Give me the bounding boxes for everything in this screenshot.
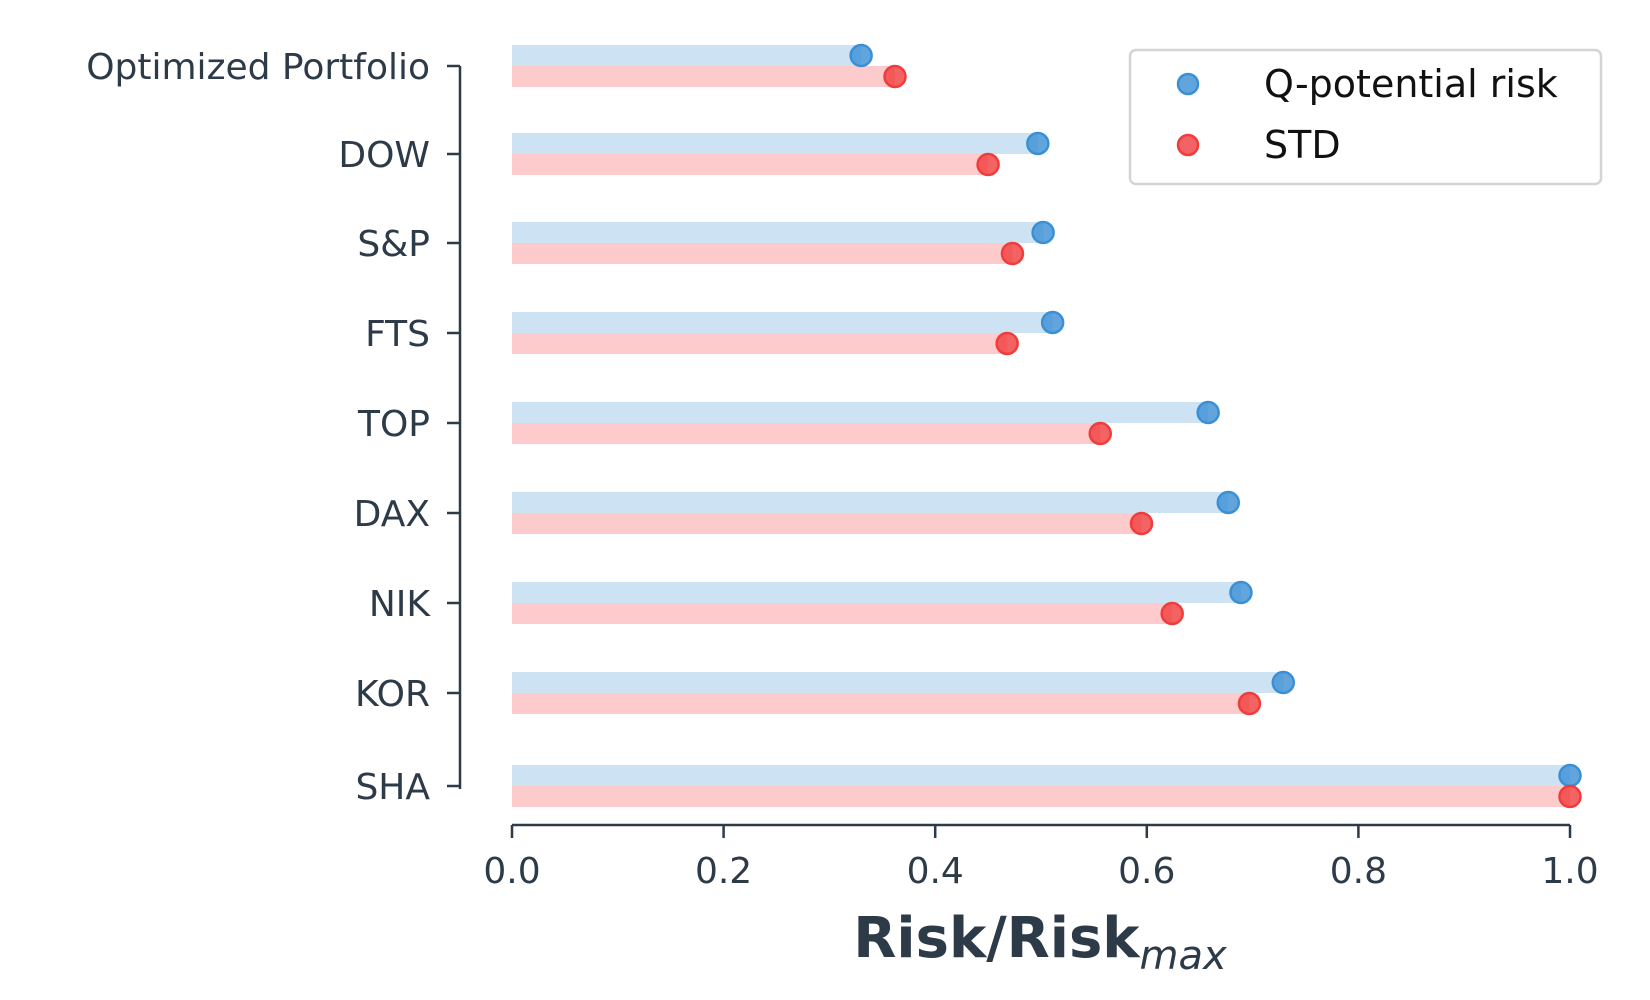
point-q-potential-risk-fts — [1040, 310, 1065, 335]
bar-std-s-p — [512, 243, 1013, 264]
x-axis-title-subscript: max — [1140, 933, 1227, 979]
point-std-dow — [976, 152, 1000, 177]
bar-q-potential-risk-nik — [512, 582, 1241, 603]
bar-std-fts — [512, 333, 1008, 354]
bar-std-dow — [512, 154, 989, 175]
bar-std-top — [512, 423, 1101, 444]
x-tick-label-1-0: 1.0 — [1541, 851, 1598, 892]
point-q-potential-risk-kor — [1271, 670, 1296, 695]
y-tick-label-kor: KOR — [355, 674, 430, 715]
point-q-potential-risk-sha — [1558, 763, 1582, 788]
y-tick-label-dax: DAX — [354, 494, 430, 535]
bar-std-optimized-portfolio — [512, 66, 895, 87]
x-tick-labels: 0.0 0.2 0.4 0.6 0.8 1.0 — [483, 825, 1599, 892]
point-std-sha — [1558, 784, 1582, 809]
x-tick-label-0-6: 0.6 — [1118, 851, 1175, 892]
point-std-top — [1088, 421, 1112, 446]
legend-marker-q-potential-risk — [1176, 72, 1200, 96]
bars-layer — [512, 45, 1570, 807]
x-axis-title: Risk/Riskmax — [853, 906, 1227, 979]
point-std-fts — [995, 331, 1019, 356]
bar-q-potential-risk-dax — [512, 492, 1229, 513]
y-tick-label-dow: DOW — [338, 135, 430, 176]
point-std-s-p — [1000, 241, 1025, 266]
point-std-kor — [1237, 691, 1262, 716]
y-tick-label-sha: SHA — [355, 767, 430, 808]
x-tick-label-0-4: 0.4 — [907, 851, 964, 892]
legend-box — [1128, 48, 1603, 186]
bar-std-sha — [512, 786, 1570, 807]
y-tick-label-fts: FTS — [365, 314, 430, 355]
bar-std-dax — [512, 513, 1142, 534]
point-std-dax — [1129, 511, 1154, 536]
bar-q-potential-risk-fts — [512, 312, 1053, 333]
point-q-potential-risk-nik — [1229, 580, 1253, 605]
bar-std-kor — [512, 693, 1250, 714]
bar-q-potential-risk-s-p — [512, 222, 1044, 243]
point-q-potential-risk-dow — [1026, 131, 1050, 156]
y-tick-label-s-p: S&P — [357, 224, 430, 265]
bar-q-potential-risk-kor — [512, 672, 1284, 693]
x-axis-title-main: Risk/Risk — [853, 906, 1141, 971]
x-tick-label-0-0: 0.0 — [483, 851, 540, 892]
x-tick-label-0-8: 0.8 — [1330, 851, 1387, 892]
bar-q-potential-risk-dow — [512, 133, 1038, 154]
y-tick-label-top: TOP — [357, 404, 430, 445]
y-tick-labels: Optimized Portfolio DOW S&P FTS TOP DAX NIK KOR… — [86, 47, 460, 808]
y-tick-label-optimized-portfolio: Optimized Portfolio — [86, 47, 430, 88]
point-q-potential-risk-dax — [1216, 490, 1241, 515]
points-layer — [849, 43, 1582, 809]
bar-q-potential-risk-top — [512, 402, 1209, 423]
point-q-potential-risk-optimized-portfolio — [849, 43, 873, 68]
y-tick-label-nik: NIK — [369, 584, 432, 625]
legend-label-q-potential-risk: Q-potential risk — [1264, 62, 1558, 106]
legend-label-std: STD — [1264, 123, 1341, 167]
bar-q-potential-risk-optimized-portfolio — [512, 45, 862, 66]
point-std-optimized-portfolio — [883, 64, 907, 89]
bar-q-potential-risk-sha — [512, 765, 1570, 786]
bar-std-nik — [512, 603, 1173, 624]
point-std-nik — [1160, 601, 1184, 626]
x-tick-label-0-2: 0.2 — [695, 851, 752, 892]
point-q-potential-risk-s-p — [1031, 220, 1055, 245]
legend-marker-std — [1176, 133, 1200, 157]
point-q-potential-risk-top — [1196, 400, 1220, 425]
legend: Q-potential risk STD — [1128, 48, 1603, 186]
